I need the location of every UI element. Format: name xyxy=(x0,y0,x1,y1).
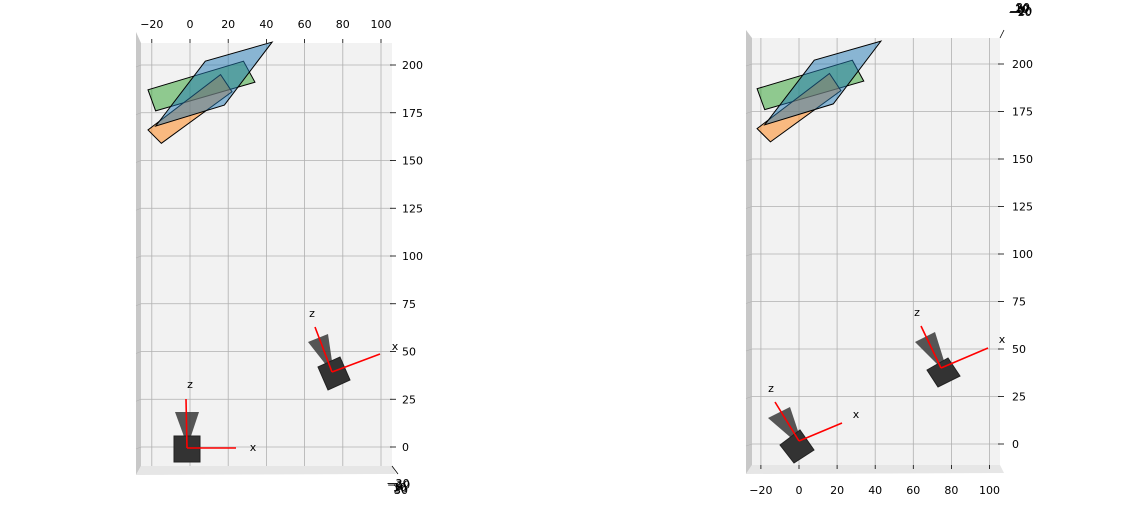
y-tick-label: 125 xyxy=(402,202,423,215)
camera-x-axis xyxy=(798,422,843,442)
y-tick-label: 75 xyxy=(1012,296,1026,309)
camera-frustum xyxy=(768,407,801,443)
z-tick-label: −10 xyxy=(1009,5,1032,18)
camera-body xyxy=(173,435,201,463)
chart-panel-1: −20 0 20 40 60 80 1000255075100125150175200−20… xyxy=(135,18,423,497)
camera-x-label: x xyxy=(853,408,860,421)
x-tick-label: 40 xyxy=(868,484,882,497)
y-tick-label: 175 xyxy=(402,107,423,120)
z-tick-label: −20 xyxy=(1008,6,1031,19)
camera-frustum xyxy=(308,334,333,370)
y-tick-label: 100 xyxy=(1012,248,1033,261)
x-tick-label: 40 xyxy=(259,18,273,31)
camera-z-axis xyxy=(185,398,188,449)
x-tick-label: 0 xyxy=(796,484,803,497)
side-pane xyxy=(136,32,141,475)
z-tick-label: 30 xyxy=(1016,1,1030,14)
z-tick-label: 10 xyxy=(1015,3,1029,16)
z-tick-label: 20 xyxy=(1015,2,1029,15)
side-pane xyxy=(746,30,752,474)
side-gridline xyxy=(745,348,753,352)
camera-1: xz xyxy=(768,382,860,464)
camera-2: xz xyxy=(308,307,399,391)
y-tick-label: 100 xyxy=(402,250,423,263)
camera-z-axis xyxy=(314,326,333,373)
z-tick-label: 30 xyxy=(394,484,408,497)
camera-z-axis xyxy=(920,325,942,369)
x-tick-label: −20 xyxy=(140,18,163,31)
camera-x-axis xyxy=(331,353,381,373)
x-tick-label: 100 xyxy=(371,18,392,31)
z-tick-label: 0 xyxy=(396,480,403,493)
camera-z-label: z xyxy=(768,382,774,395)
side-gridline xyxy=(135,398,142,402)
y-tick-label: 200 xyxy=(402,59,423,72)
side-gridline xyxy=(745,253,753,257)
y-tick-label: 150 xyxy=(402,155,423,168)
side-gridline xyxy=(745,396,753,399)
y-tick-label: 0 xyxy=(1012,438,1019,451)
side-gridline xyxy=(745,158,753,162)
side-gridline xyxy=(745,111,753,114)
x-tick-label: 20 xyxy=(830,484,844,497)
side-gridline xyxy=(135,207,142,211)
side-gridline xyxy=(745,63,753,67)
camera-body xyxy=(926,357,961,388)
bottom-pane xyxy=(746,465,1004,474)
camera-z-label: z xyxy=(309,307,315,320)
x-tick-label: 100 xyxy=(979,484,1000,497)
camera-2: xz xyxy=(914,306,1006,388)
side-gridline xyxy=(745,443,753,447)
side-gridline xyxy=(135,255,142,259)
x-tick-label: 60 xyxy=(906,484,920,497)
x-tick-label: −20 xyxy=(749,484,772,497)
camera-z-label: z xyxy=(187,378,193,391)
x-tick-label: 20 xyxy=(221,18,235,31)
y-tick-label: 150 xyxy=(1012,153,1033,166)
side-gridline xyxy=(135,160,142,163)
x-tick-label: 0 xyxy=(187,18,194,31)
y-tick-label: 50 xyxy=(1012,343,1026,356)
side-gridline xyxy=(135,64,142,68)
bottom-pane xyxy=(136,466,396,475)
z-tick-label: −20 xyxy=(386,477,409,490)
z-tick-label: 10 xyxy=(393,481,407,494)
y-tick-label: 50 xyxy=(402,346,416,359)
camera-1: xz xyxy=(173,378,257,463)
camera-z-label: z xyxy=(914,306,920,319)
camera-x-label: x xyxy=(392,340,399,353)
x-tick-label: 80 xyxy=(336,18,350,31)
side-gridline xyxy=(135,303,142,307)
side-gridline xyxy=(135,351,142,354)
y-tick-label: 175 xyxy=(1012,106,1033,119)
camera-z-axis xyxy=(774,401,800,442)
chart-panel-2: −20 0 20 40 60 80 1000255075100125150175200−20… xyxy=(745,1,1033,497)
z-tick-label: 0 xyxy=(1018,4,1025,17)
side-gridline xyxy=(745,301,753,304)
side-gridline xyxy=(135,446,142,450)
image-plane-3 xyxy=(154,41,274,128)
y-tick-label: 125 xyxy=(1012,201,1033,214)
side-gridline xyxy=(135,112,142,116)
y-tick-label: 25 xyxy=(1012,391,1026,404)
x-tick-label: 60 xyxy=(298,18,312,31)
y-tick-label: 75 xyxy=(402,298,416,311)
x-tick-label: 80 xyxy=(944,484,958,497)
z-tick-label: −10 xyxy=(387,478,410,491)
z-axis-line xyxy=(999,29,1005,39)
image-plane-3 xyxy=(763,40,883,126)
z-tick-label: 20 xyxy=(393,483,407,496)
z-axis-line xyxy=(391,465,399,475)
side-gridline xyxy=(745,206,753,209)
y-tick-label: 200 xyxy=(1012,58,1033,71)
y-tick-label: 25 xyxy=(402,393,416,406)
camera-x-label: x xyxy=(250,441,257,454)
camera-x-label: x xyxy=(999,333,1006,346)
y-tick-label: 0 xyxy=(402,441,409,454)
camera-body xyxy=(317,356,351,391)
camera-x-axis xyxy=(940,347,989,369)
